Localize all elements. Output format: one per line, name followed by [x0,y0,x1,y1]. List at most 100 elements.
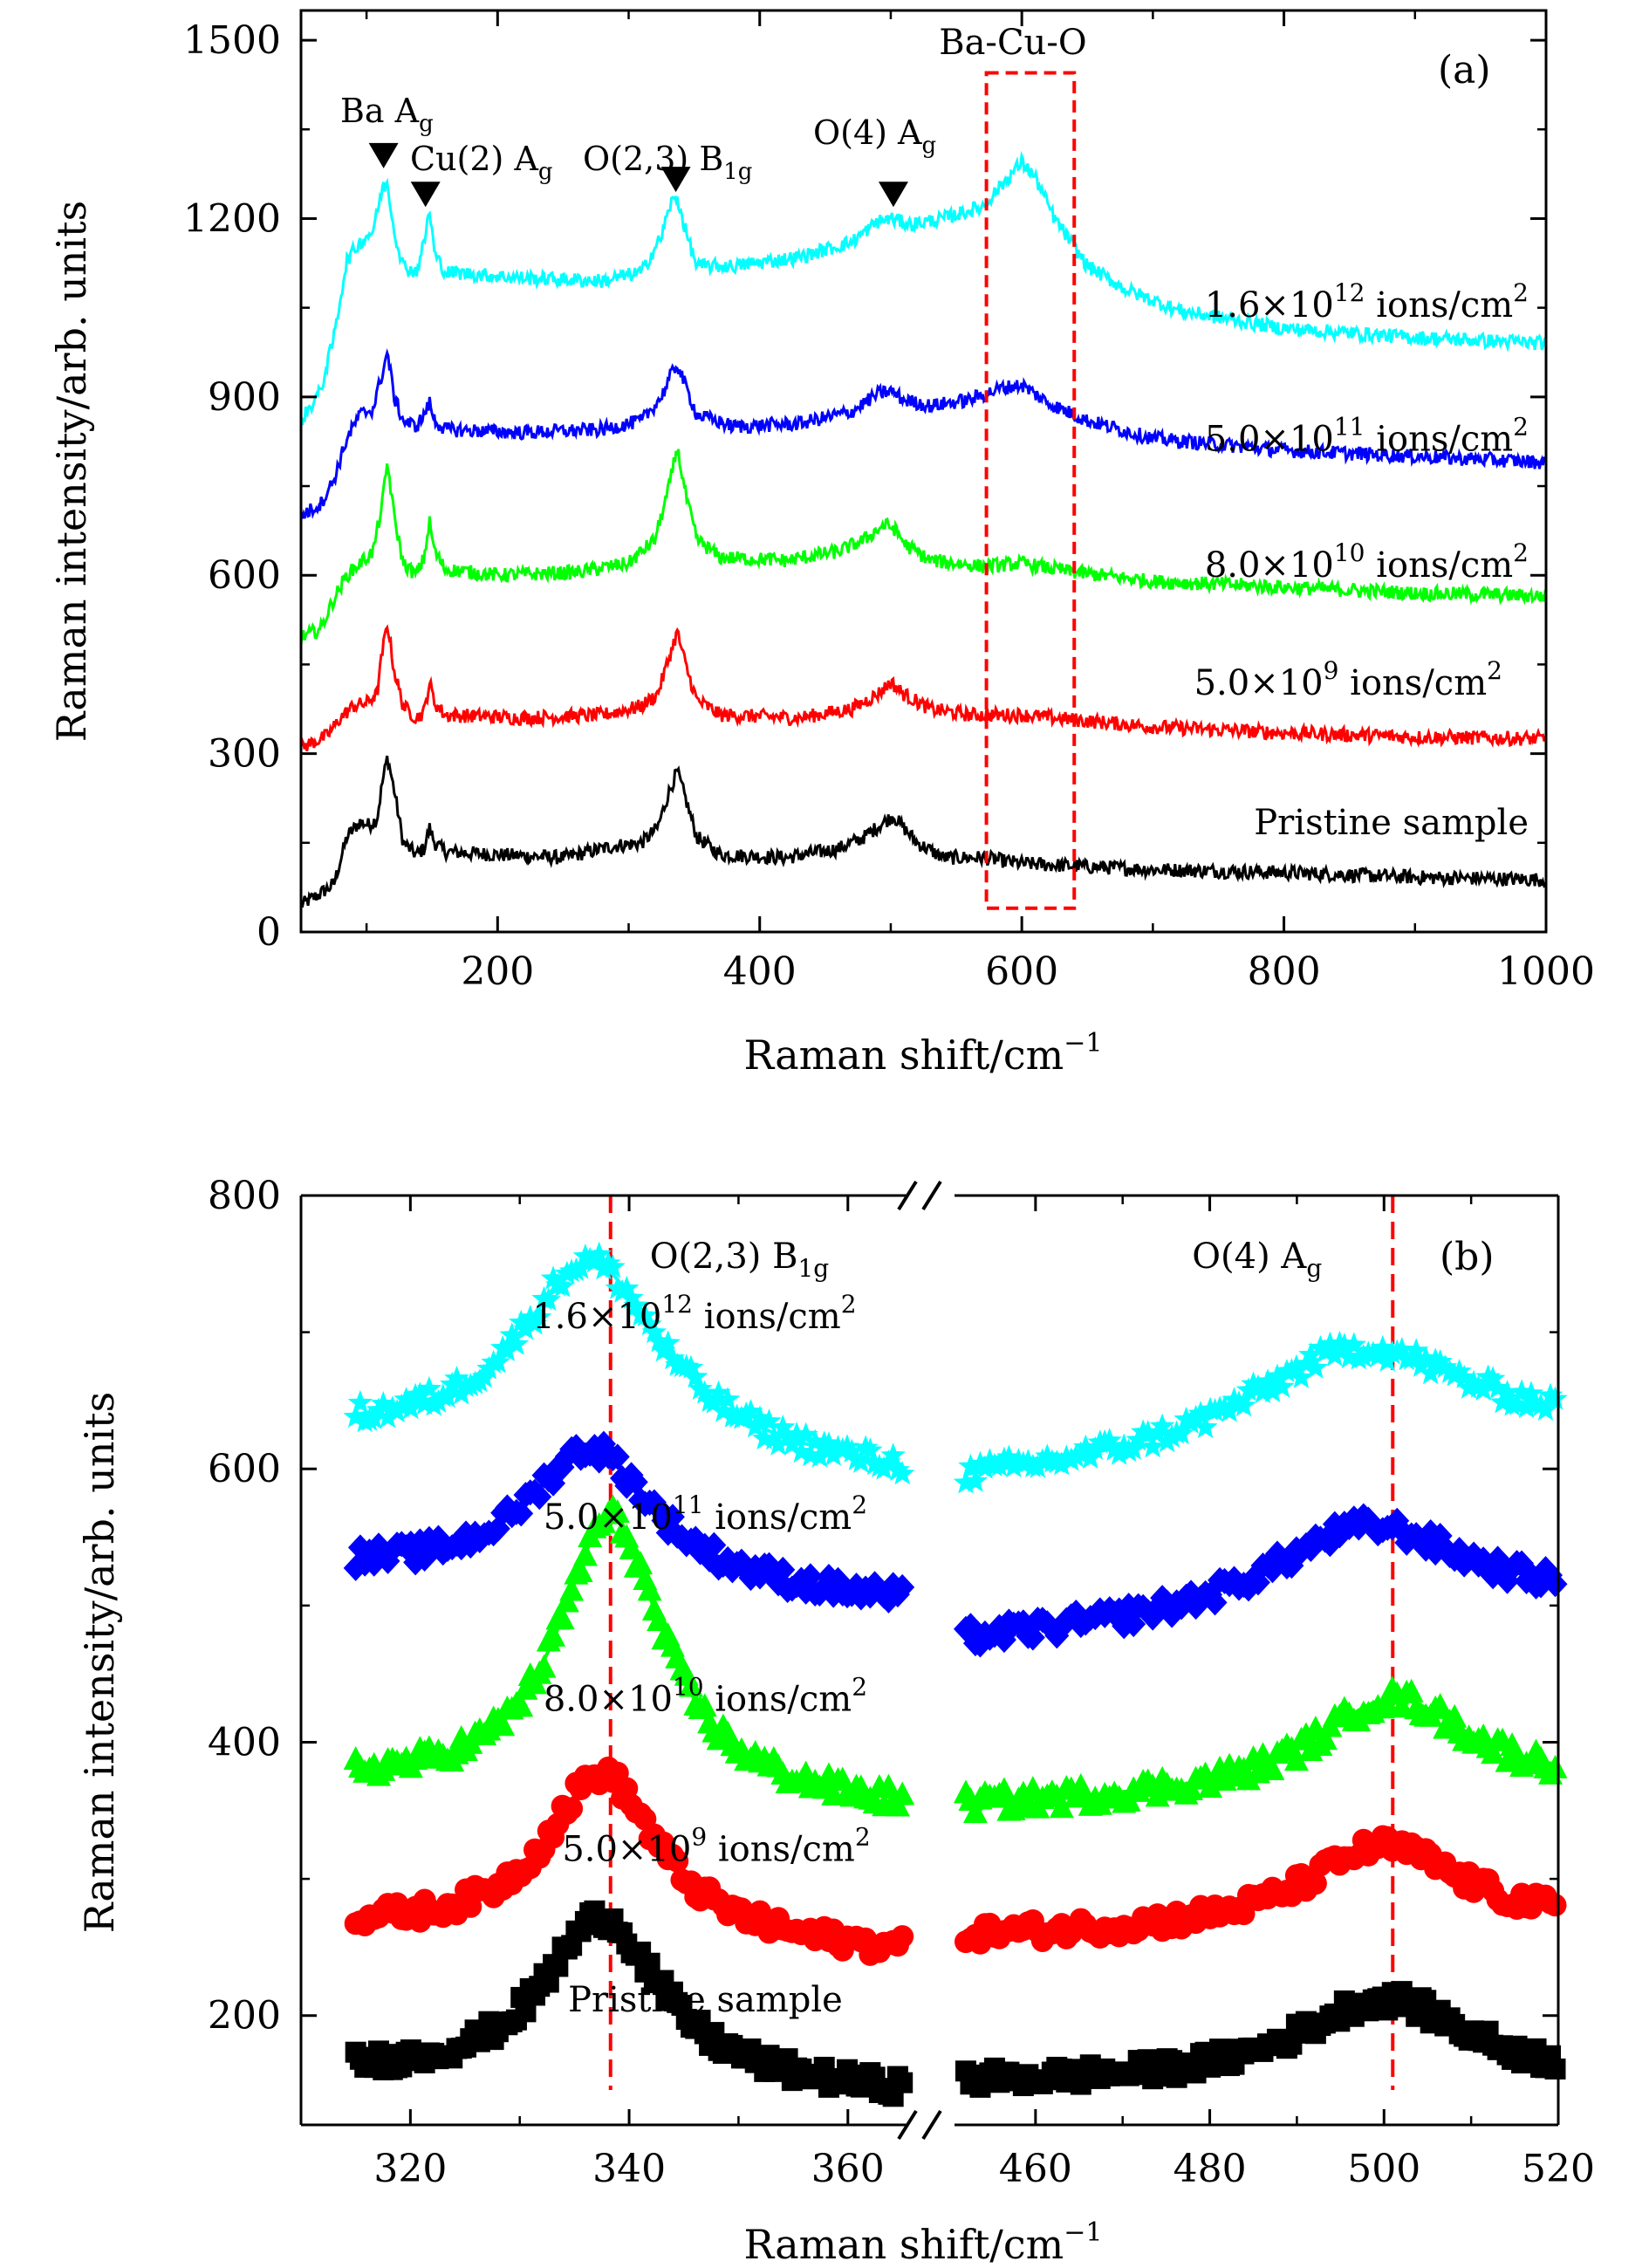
data-point-right-4-79 [1331,1333,1358,1357]
series-label-b-tail-1: ions/cm [707,1830,855,1870]
data-point-left-4-37 [513,1316,538,1340]
data-point-right-4-118 [1518,1381,1544,1405]
data-point-right-4-99 [1427,1348,1453,1374]
series-label-b-tail-sup-3: 2 [852,1490,867,1519]
data-point-left-4-20 [434,1384,461,1408]
peak-marker-triangle-2 [660,167,691,193]
data-point-left-1-70 [666,1849,689,1873]
panel-a-x-axis-label-sup: −1 [1064,1028,1102,1059]
data-point-left-4-55 [596,1250,621,1275]
data-point-left-4-88 [747,1405,773,1429]
data-point-left-4-79 [706,1380,731,1404]
data-point-left-4-45 [550,1273,575,1298]
series-group-b-2 [343,1494,1568,1824]
data-point-left-3-40 [527,1483,552,1511]
data-point-left-1-119 [891,1925,914,1949]
data-point-left-2-57 [605,1498,630,1523]
a-xtick-label-2: 600 [985,949,1058,994]
data-point-right-4-50 [1193,1415,1218,1439]
b-xtick-label-right-3: 520 [1522,2147,1595,2191]
data-point-right-4-104 [1451,1364,1477,1388]
a-xtick-label-1: 400 [723,949,797,994]
series-label-b-4: 1.6×1012 ions/cm2 [532,1290,856,1337]
data-point-left-4-49 [568,1255,593,1279]
panel-a-axes: 200 400 600 800 1000 0 300 600 900 1200 1500 [183,9,1595,994]
data-point-right-4-110 [1480,1366,1506,1390]
data-point-right-2-69 [1283,1747,1309,1771]
series-label-a-tail-3: ions/cm [1365,420,1513,460]
data-point-left-2-60 [619,1535,644,1559]
data-point-right-4-61 [1245,1374,1271,1398]
data-point-left-4-33 [495,1337,520,1361]
data-point-right-4-70 [1289,1364,1314,1388]
series-label-b-0: Pristine sample [568,1980,843,2020]
data-point-left-4-63 [633,1303,658,1327]
data-point-right-2-123 [1543,1754,1568,1778]
b-xtick-label-right-1: 480 [1173,2147,1247,2191]
panel-b-y-axis-label: Raman intensity/arb. units [76,1392,123,1934]
data-point-left-0-119 [892,2072,913,2093]
data-point-left-4-93 [770,1415,796,1439]
a-ytick-label-2: 600 [208,553,281,598]
series-label-a-1: 5.0×109 ions/cm2 [1194,656,1502,703]
series-line-4 [299,150,1547,426]
data-point-right-4-13 [1016,1449,1041,1473]
series-label-b-tail-sup-4: 2 [841,1290,857,1319]
data-point-left-4-35 [503,1331,530,1355]
data-point-right-4-115 [1504,1391,1529,1415]
data-point-left-2-41 [531,1654,557,1678]
data-point-right-4-9 [996,1444,1022,1469]
reference-line-label-sub-1: g [1306,1254,1322,1283]
data-point-right-1-73 [1303,1872,1327,1895]
b-break-bottom-2 [921,2109,942,2141]
data-point-right-4-3 [968,1450,993,1475]
reference-line-label-1: O(4) Ag [1192,1237,1322,1283]
data-point-left-2-64 [637,1577,662,1601]
data-point-right-4-113 [1495,1380,1520,1404]
data-point-left-4-57 [605,1275,630,1299]
data-point-right-4-100 [1432,1354,1458,1379]
data-point-right-4-66 [1269,1374,1295,1398]
data-point-right-4-77 [1322,1342,1348,1367]
data-point-right-4-101 [1437,1359,1462,1383]
a-ytick-label-4: 1200 [183,196,281,241]
data-point-right-3-52 [1202,1589,1228,1616]
series-group-b-0 [345,1900,1566,2107]
a-ytick-label-3: 900 [208,375,281,420]
data-point-left-4-11 [393,1387,419,1411]
data-point-right-4-58 [1231,1393,1256,1417]
peak-marker-triangle-3 [878,182,908,208]
ba-cu-o-box: Ba-Cu-O [939,23,1087,910]
data-point-right-2-64 [1260,1756,1285,1780]
series-label-a-4: 1.6×1012 ions/cm2 [1205,278,1529,325]
data-point-left-4-91 [761,1426,787,1450]
data-point-left-2-116 [876,1773,901,1798]
data-point-left-3-119 [890,1573,915,1600]
chart-panel-b: O(2,3) B1g O(4) Ag Pristine sample 5.0×109… [76,1174,1595,2268]
series-line-2 [299,449,1547,645]
data-point-left-4-73 [678,1354,704,1379]
data-point-left-4-74 [683,1364,708,1388]
data-point-right-4-108 [1470,1376,1496,1401]
series-label-a-sup-4: 12 [1334,278,1365,307]
series-label-a-sup-3: 11 [1334,413,1365,442]
b-xtick-label-right-0: 460 [999,2147,1072,2191]
b-ytick-label-0: 200 [208,1994,281,2038]
data-point-left-4-76 [692,1380,718,1404]
series-label-b-tail-sup-2: 2 [852,1672,867,1701]
data-point-right-2-113 [1495,1748,1520,1772]
data-point-left-2-119 [890,1781,915,1805]
data-point-left-4-97 [789,1439,814,1463]
data-point-left-4-65 [641,1319,667,1344]
panel-b-x-axis-label-text: Raman shift/cm [744,2221,1064,2268]
data-point-left-4-43 [540,1265,566,1290]
panel-b-series [343,1241,1568,2107]
peak-marker-label-0: Ba Ag [340,92,434,137]
data-point-right-4-2 [962,1468,989,1492]
peak-marker-label-2: O(2,3) B1g [583,140,752,185]
data-point-right-2-75 [1312,1726,1338,1751]
data-point-left-4-0 [343,1403,368,1428]
data-point-right-4-103 [1447,1359,1472,1383]
series-label-a-tail-sup-3: 2 [1513,413,1529,442]
data-point-left-4-38 [517,1305,543,1329]
